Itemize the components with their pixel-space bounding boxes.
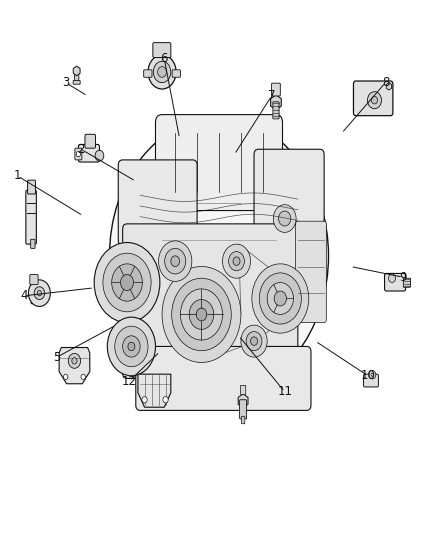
FancyBboxPatch shape [273,102,279,119]
Circle shape [81,374,85,379]
FancyBboxPatch shape [254,149,324,256]
FancyBboxPatch shape [28,180,35,194]
Polygon shape [271,95,281,110]
Circle shape [64,374,68,379]
Text: 2: 2 [77,143,85,156]
FancyBboxPatch shape [30,274,38,285]
FancyBboxPatch shape [73,80,80,84]
Circle shape [112,264,142,301]
Text: 5: 5 [53,351,60,364]
FancyBboxPatch shape [153,43,171,58]
Circle shape [128,342,135,351]
Circle shape [273,205,296,232]
FancyBboxPatch shape [296,221,326,322]
FancyBboxPatch shape [144,70,152,77]
Text: 3: 3 [62,76,69,89]
Text: 9: 9 [399,271,407,284]
Circle shape [279,211,291,226]
Circle shape [94,243,160,322]
Circle shape [159,241,192,281]
Circle shape [371,373,374,376]
Text: 8: 8 [382,76,389,89]
Circle shape [153,61,171,83]
Circle shape [142,397,147,403]
Polygon shape [238,394,248,408]
Circle shape [37,290,42,296]
Circle shape [34,287,45,300]
Ellipse shape [110,117,328,394]
Circle shape [180,289,223,340]
FancyBboxPatch shape [31,239,35,248]
FancyBboxPatch shape [123,224,298,378]
FancyBboxPatch shape [353,81,393,116]
FancyBboxPatch shape [272,83,280,96]
Polygon shape [386,83,392,90]
Circle shape [267,282,293,314]
FancyBboxPatch shape [240,385,246,394]
Circle shape [196,308,207,321]
FancyBboxPatch shape [31,294,42,304]
Circle shape [259,273,301,324]
Circle shape [274,291,286,306]
Text: 10: 10 [360,369,375,382]
FancyBboxPatch shape [403,278,410,287]
Circle shape [148,55,176,89]
Circle shape [162,266,241,362]
Circle shape [120,274,134,290]
Circle shape [163,397,168,403]
Circle shape [367,92,381,109]
Circle shape [28,280,50,306]
Circle shape [107,317,155,376]
Text: 1: 1 [14,169,21,182]
Polygon shape [59,348,90,384]
Circle shape [158,67,166,77]
Circle shape [123,336,140,357]
Circle shape [68,353,81,368]
Text: 4: 4 [20,289,28,302]
Circle shape [371,96,378,104]
Circle shape [233,257,240,265]
FancyBboxPatch shape [155,115,283,211]
Circle shape [171,256,180,266]
FancyBboxPatch shape [172,70,180,77]
Circle shape [246,332,262,351]
Circle shape [241,325,267,357]
FancyBboxPatch shape [75,148,82,160]
Circle shape [165,248,186,274]
Circle shape [369,370,376,379]
Circle shape [95,150,104,161]
Circle shape [76,151,81,157]
Circle shape [189,300,214,329]
Circle shape [172,278,231,351]
FancyBboxPatch shape [85,134,95,148]
FancyBboxPatch shape [118,160,197,245]
FancyBboxPatch shape [385,273,406,291]
Polygon shape [138,374,171,407]
Polygon shape [73,66,80,76]
Circle shape [223,244,251,278]
Circle shape [252,264,309,333]
FancyBboxPatch shape [26,190,36,244]
Circle shape [389,274,396,282]
Text: 7: 7 [268,90,276,102]
Circle shape [72,358,77,364]
Circle shape [229,252,244,271]
FancyBboxPatch shape [240,400,247,419]
Circle shape [251,337,258,345]
FancyBboxPatch shape [74,70,79,83]
FancyBboxPatch shape [241,416,245,424]
FancyBboxPatch shape [136,346,311,410]
Circle shape [115,326,148,367]
FancyBboxPatch shape [78,144,99,162]
Text: 6: 6 [160,52,168,65]
FancyBboxPatch shape [364,374,378,387]
Text: 12: 12 [122,375,137,387]
Text: 11: 11 [277,385,292,398]
Circle shape [103,253,151,312]
